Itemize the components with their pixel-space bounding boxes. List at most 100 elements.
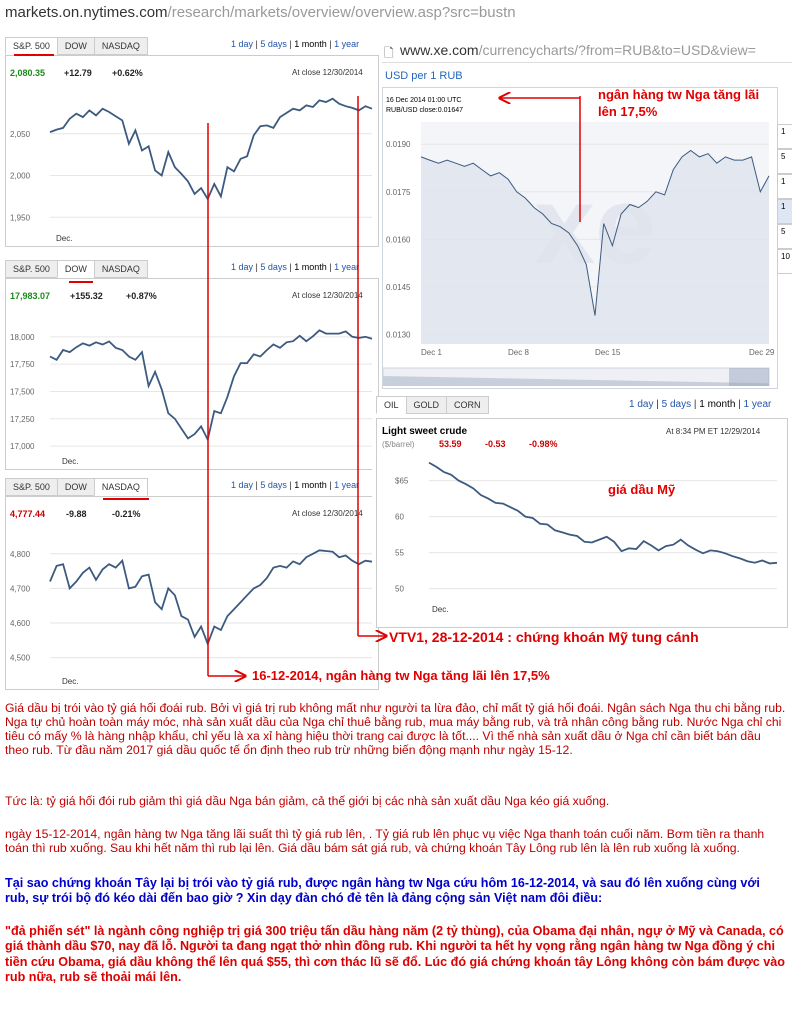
y-tick-label: 17,000 (10, 442, 35, 451)
range-1month[interactable]: 1 month (294, 480, 327, 490)
sp500-chart-box: 2,080.35 +12.79 +0.62% At close 12/30/20… (5, 55, 379, 247)
sp500-plot: 2,050 2,000 1,950 (10, 97, 373, 222)
dow-stamp: At close 12/30/2014 (292, 291, 363, 300)
dow-pct: +0.87% (126, 291, 157, 301)
tab-nasdaq[interactable]: NASDAQ (93, 260, 148, 278)
x-tick-label: Dec 29 (749, 348, 775, 357)
tab-nasdaq[interactable]: NASDAQ (93, 478, 148, 496)
range-5days[interactable]: 5 days (661, 399, 692, 410)
range-links: 1 day | 5 days | 1 month | 1 year (231, 480, 360, 490)
range-5days[interactable]: 5 days (260, 39, 287, 49)
nasdaq-stamp: At close 12/30/2014 (292, 509, 363, 518)
xe-side-buttons: 1 5 1 1 5 10 (777, 124, 792, 274)
xe-navigator-handle (729, 368, 769, 386)
dow-plot: 18,000 17,750 17,500 17,250 17,000 (10, 329, 373, 451)
tab-gold[interactable]: GOLD (405, 396, 448, 414)
sp500-panel: S&P. 500 DOW NASDAQ 1 day | 5 days | 1 m… (5, 37, 379, 247)
oil-title: Light sweet crude (382, 426, 468, 437)
series-line (420, 149, 770, 316)
y-tick-label: 0.0145 (386, 283, 411, 292)
nasdaq-plot: 4,800 4,700 4,600 4,500 (10, 549, 373, 663)
paragraph-1: Giá dầu bị trói vào tỷ giá hối đoái rub.… (5, 701, 786, 757)
tab-sp500[interactable]: S&P. 500 (5, 478, 58, 496)
tab-corn[interactable]: CORN (446, 396, 489, 414)
series-line (49, 329, 373, 443)
oil-note: giá dầu Mỹ (608, 482, 676, 497)
y-tick-label: 4,700 (10, 584, 31, 593)
nasdaq-underline (103, 498, 149, 500)
paragraph-3: ngày 15-12-2014, ngân hàng tw Nga tăng l… (5, 827, 765, 855)
y-tick-label: 60 (395, 513, 404, 522)
oil-unit: ($/barrel) (382, 440, 415, 449)
dow-change: +155.32 (70, 291, 103, 301)
range-1day[interactable]: 1 day (231, 480, 254, 490)
y-tick-label: 2,050 (10, 130, 31, 139)
oil-xlabel: Dec. (432, 605, 449, 614)
tab-dow[interactable]: DOW (56, 260, 95, 278)
tab-oil[interactable]: OIL (376, 396, 407, 414)
oil-stamp: At 8:34 PM ET 12/29/2014 (666, 427, 761, 436)
tab-sp500[interactable]: S&P. 500 (5, 260, 58, 278)
range-1year[interactable]: 1 year (743, 399, 772, 410)
y-tick-label: 0.0130 (386, 330, 411, 339)
range-1day[interactable]: 1 day (629, 399, 654, 410)
range-1month[interactable]: 1 month (294, 262, 327, 272)
series-line (428, 461, 778, 565)
range-5days[interactable]: 5 days (260, 480, 287, 490)
sp500-change: +12.79 (64, 68, 92, 78)
y-tick-label: 2,000 (10, 172, 31, 181)
y-tick-label: 0.0160 (386, 235, 411, 244)
xe-side-btn[interactable]: 10 (777, 249, 792, 274)
range-1year[interactable]: 1 year (334, 262, 360, 272)
range-5days[interactable]: 5 days (260, 262, 287, 272)
tab-dow[interactable]: DOW (56, 37, 95, 55)
range-1year[interactable]: 1 year (334, 39, 360, 49)
y-tick-label: 4,600 (10, 619, 31, 628)
xe-side-btn[interactable]: 1 (777, 124, 792, 149)
xe-url[interactable]: www.xe.com/currencycharts/?from=RUB&to=U… (400, 42, 756, 58)
series-line (49, 549, 373, 647)
y-tick-label: 55 (395, 549, 404, 558)
oil-change: -0.53 (485, 439, 506, 449)
range-1month[interactable]: 1 month (294, 39, 327, 49)
y-tick-label: 18,000 (10, 333, 35, 342)
sp500-stamp: At close 12/30/2014 (292, 68, 363, 77)
nasdaq-panel: S&P. 500 DOW NASDAQ 1 day | 5 days | 1 m… (5, 478, 379, 690)
range-links: 1 day | 5 days | 1 month | 1 year (629, 399, 772, 410)
dow-underline (69, 281, 93, 283)
sp500-last: 2,080.35 (10, 68, 46, 78)
xe-side-btn[interactable]: 1 (777, 199, 792, 224)
xe-info-date: 16 Dec 2014 01:00 UTC (386, 97, 462, 104)
xe-side-btn[interactable]: 5 (777, 149, 792, 174)
range-links: 1 day | 5 days | 1 month | 1 year (231, 39, 360, 49)
dec16-note: 16-12-2014, ngân hàng tw Nga tăng lãi lê… (252, 668, 550, 683)
range-1year[interactable]: 1 year (334, 480, 360, 490)
vtv-note: VTV1, 28-12-2014 : chứng khoán Mỹ tung c… (389, 629, 699, 645)
sp500-xlabel: Dec. (56, 234, 73, 243)
y-tick-label: 17,500 (10, 387, 35, 396)
x-tick-label: Dec 1 (421, 348, 442, 357)
x-tick-label: Dec 15 (595, 348, 621, 357)
y-tick-label: 17,250 (10, 415, 35, 424)
nasdaq-pct: -0.21% (112, 509, 141, 519)
tab-dow[interactable]: DOW (56, 478, 95, 496)
y-tick-label: 17,750 (10, 360, 35, 369)
xe-side-btn[interactable]: 5 (777, 224, 792, 249)
tab-sp500[interactable]: S&P. 500 (5, 37, 58, 55)
xe-side-btn[interactable]: 1 (777, 174, 792, 199)
range-1month[interactable]: 1 month (699, 399, 736, 410)
xe-note: ngân hàng tw Nga tăng lãi lên 17,5% (598, 87, 760, 119)
range-links: 1 day | 5 days | 1 month | 1 year (231, 262, 360, 272)
range-1day[interactable]: 1 day (231, 39, 254, 49)
oil-pct: -0.98% (529, 439, 558, 449)
nasdaq-chart-box: 4,777.44 -9.88 -0.21% At close 12/30/201… (5, 496, 379, 690)
oil-panel: OIL GOLD CORN 1 day | 5 days | 1 month |… (372, 396, 790, 628)
tab-nasdaq[interactable]: NASDAQ (93, 37, 148, 55)
nasdaq-change: -9.88 (66, 509, 87, 519)
dow-chart-box: 17,983.07 +155.32 +0.87% At close 12/30/… (5, 278, 379, 470)
nasdaq-xlabel: Dec. (62, 677, 79, 686)
range-1day[interactable]: 1 day (231, 262, 254, 272)
series-line (49, 97, 373, 201)
paragraph-5: "đả phiến sét" là ngành công nghiệp trị … (5, 924, 785, 984)
